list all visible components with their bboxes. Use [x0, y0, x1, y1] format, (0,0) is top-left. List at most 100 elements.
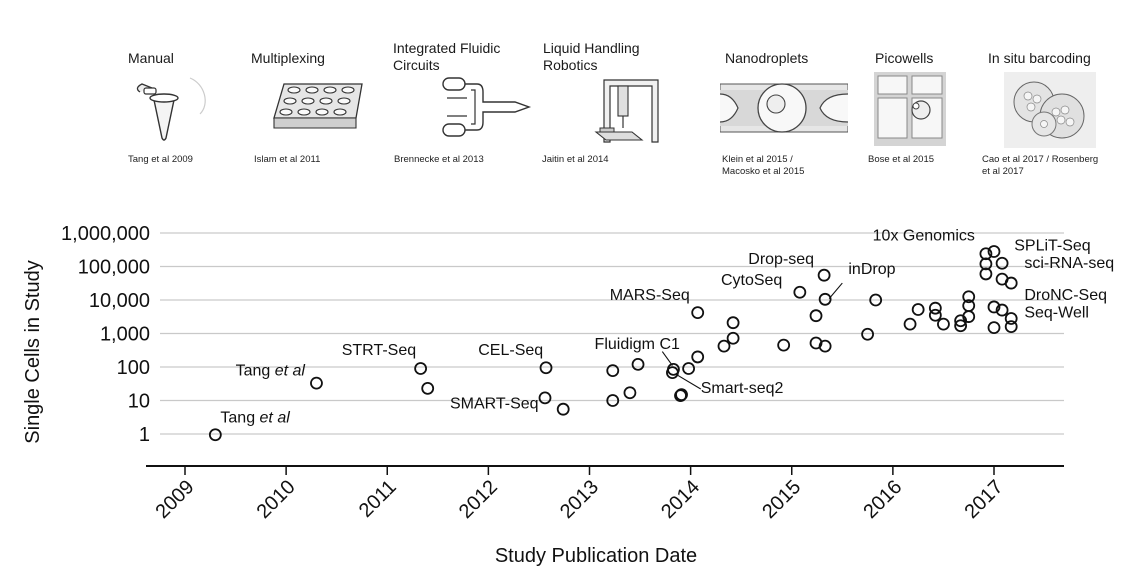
data-point — [606, 364, 620, 378]
data-point — [726, 331, 740, 345]
x-axis: 2009 2010 2011 2012 2013 2014 2015 2016 2017 — [146, 465, 1064, 523]
data-point — [623, 386, 637, 400]
annotation-label: inDrop — [848, 261, 895, 278]
y-tick-label: 1,000 — [100, 324, 150, 346]
annotation-label: STRT-Seq — [342, 342, 416, 359]
data-point — [726, 316, 740, 330]
data-point — [666, 366, 679, 380]
data-point — [674, 389, 687, 403]
data-point — [979, 247, 993, 261]
robot-icon — [594, 79, 659, 143]
data-point — [817, 268, 831, 282]
x-tick-label: 2010 — [253, 476, 300, 523]
annotation-label: Seq-Well — [1024, 305, 1089, 322]
data-point — [987, 300, 1001, 314]
data-point — [691, 350, 705, 364]
data-point — [208, 428, 222, 442]
annotation-label: CytoSeq — [721, 272, 782, 289]
well-plate-icon — [273, 83, 363, 129]
data-point — [979, 257, 993, 271]
tech-citation-manual: Tang et al 2009 — [128, 154, 193, 165]
tech-title-in-situ-barcoding: In situ barcoding — [988, 50, 1091, 66]
tech-title-manual: Manual — [128, 50, 174, 66]
data-point — [421, 381, 435, 395]
annotation-label: Smart-seq2 — [701, 380, 784, 397]
x-tick-label: 2015 — [758, 476, 805, 523]
data-point — [903, 317, 917, 331]
data-point — [869, 293, 883, 307]
data-point — [675, 388, 688, 402]
data-point — [539, 361, 553, 375]
data-point — [995, 303, 1009, 317]
leader-line — [828, 282, 843, 299]
tech-citation-multiplexing: Islam et al 2011 — [254, 154, 321, 165]
y-tick-label: 100 — [117, 357, 150, 379]
data-point — [1004, 276, 1018, 290]
annotation-label: 10x Genomics — [873, 227, 975, 244]
tech-title-nanodroplets: Nanodroplets — [725, 50, 809, 66]
annotation-label: Drop-seq — [748, 251, 814, 268]
annotation-label: SPLiT-Seq — [1014, 238, 1090, 255]
data-point — [691, 306, 705, 320]
grid-lines — [160, 232, 1064, 435]
data-points — [208, 245, 1018, 442]
data-point — [809, 309, 823, 323]
data-point — [717, 339, 731, 353]
tech-citation-in-situ: Cao et al 2017 / Rosenberg et al 2017 — [982, 154, 1099, 177]
annotation-label: Fluidigm C1 — [595, 336, 680, 353]
x-tick-label: 2009 — [152, 476, 199, 523]
data-point — [606, 394, 620, 407]
tech-citation-robotics: Jaitin et al 2014 — [542, 154, 609, 165]
tech-title-multiplexing: Multiplexing — [251, 50, 325, 66]
fluidic-circuit-icon — [442, 77, 532, 137]
data-point — [937, 317, 950, 331]
y-tick-label: 1 — [139, 424, 150, 446]
data-point — [962, 290, 976, 304]
data-point — [979, 267, 993, 281]
data-point — [987, 245, 1001, 258]
data-point — [1004, 312, 1018, 325]
data-point — [414, 362, 428, 375]
y-tick-label: 10 — [128, 391, 150, 413]
annotation-label: SMART-Seq — [450, 395, 539, 412]
data-point — [777, 338, 791, 352]
annotation-label: DroNC-Seq — [1024, 287, 1107, 304]
x-tick-label: 2011 — [355, 476, 401, 522]
tech-title-liquid-handling-robotics: Liquid Handling Robotics — [543, 40, 640, 73]
data-point — [928, 308, 942, 322]
tube-icon — [136, 77, 206, 141]
tech-citation-fluidic: Brennecke et al 2013 — [394, 154, 484, 165]
data-point — [987, 321, 1001, 335]
x-tick-label: 2014 — [657, 476, 704, 523]
data-point — [793, 285, 807, 299]
y-axis-label: Single Cells in Study — [22, 260, 44, 443]
tech-citation-nanodroplets: Klein et al 2015 / Macosko et al 2015 — [722, 154, 805, 177]
data-point — [631, 357, 645, 371]
data-point — [682, 362, 696, 375]
data-point — [556, 402, 570, 416]
y-tick-labels: 1 10 100 1,000 10,000 100,000 1,000,000 — [61, 223, 150, 446]
annotations: Tang et al Tang et al STRT-Seq CEL-Seq SMART… — [220, 227, 1114, 426]
tech-title-picowells: Picowells — [875, 50, 934, 66]
x-tick-label: 2017 — [961, 476, 1008, 523]
annotation-label: sci-RNA-seq — [1024, 255, 1114, 272]
leader-line — [661, 351, 673, 366]
data-point — [818, 292, 832, 306]
data-point — [538, 391, 552, 405]
x-tick-label: 2012 — [455, 476, 502, 523]
leader-line — [675, 373, 702, 390]
data-point — [995, 256, 1009, 270]
annotation-label: Tang et al — [236, 363, 306, 380]
x-tick-label: 2016 — [859, 476, 906, 523]
data-point — [954, 319, 968, 333]
picowell-icon — [874, 72, 946, 146]
data-point — [861, 327, 874, 341]
y-tick-label: 100,000 — [78, 257, 150, 279]
tech-title-integrated-fluidic-circuits: Integrated Fluidic Circuits — [393, 40, 501, 73]
data-point — [962, 310, 976, 323]
cell-cluster-icon — [1004, 72, 1096, 148]
data-point — [928, 301, 942, 315]
annotation-label: MARS-Seq — [610, 287, 690, 304]
droplet-icon — [720, 83, 848, 133]
